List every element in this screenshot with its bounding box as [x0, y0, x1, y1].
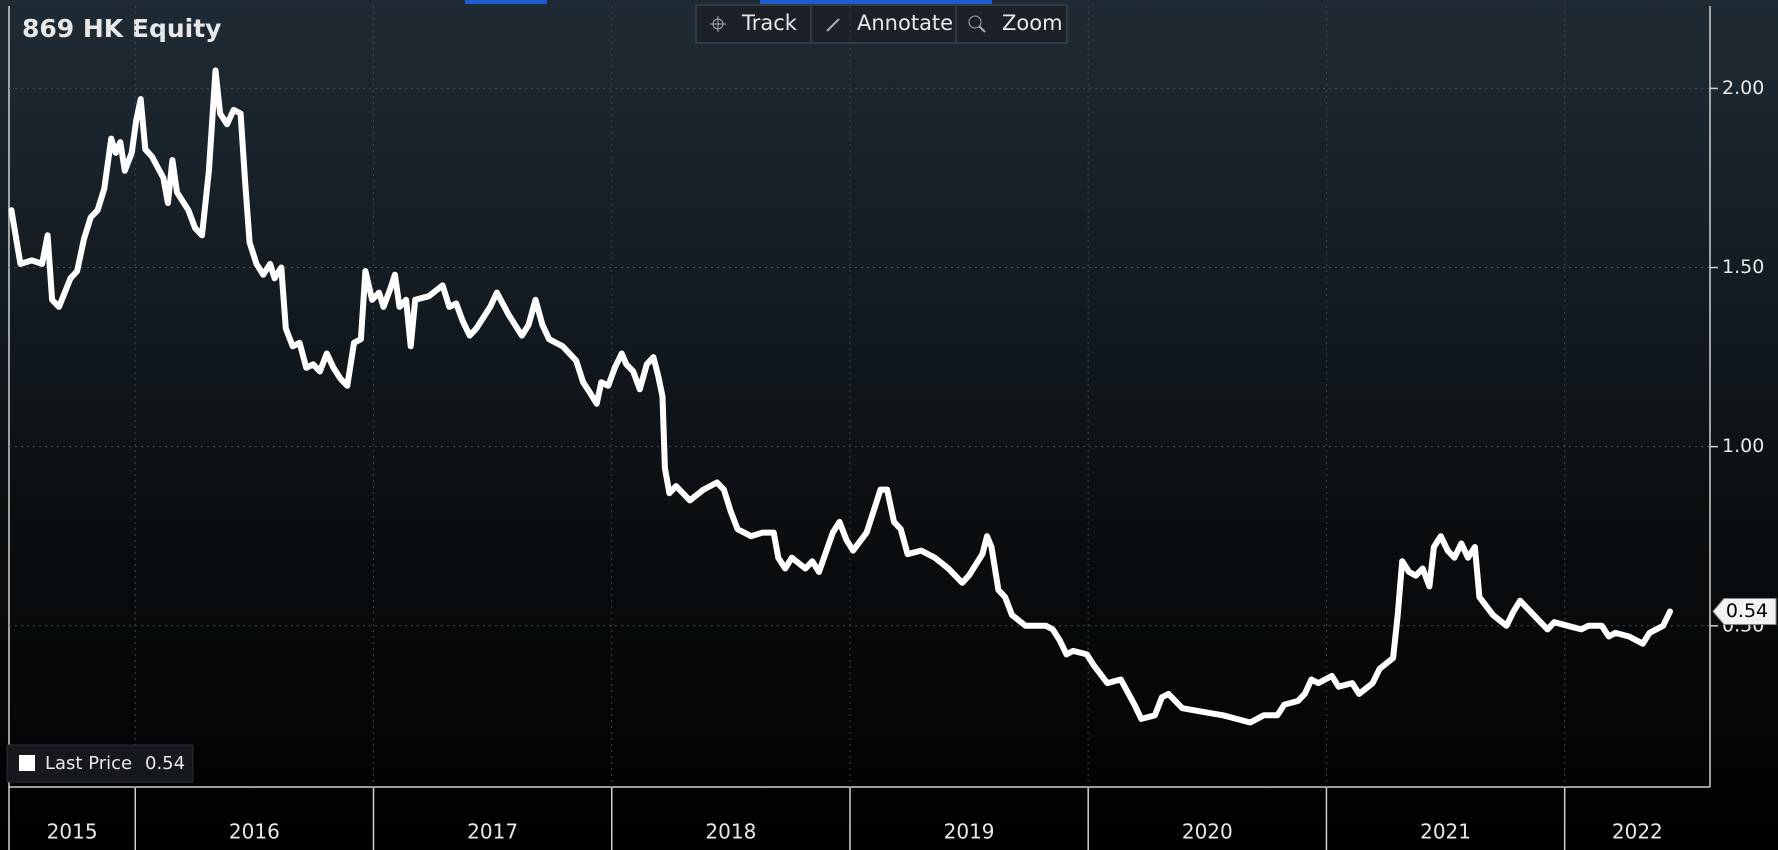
price-line: [8, 67, 1673, 726]
annotate-button[interactable]: Annotate: [826, 11, 953, 35]
x-tick-label: 2016: [229, 820, 280, 844]
x-tick-label: 2015: [47, 820, 98, 844]
annotate-icon: [826, 18, 840, 32]
x-tick-label: 2019: [944, 820, 995, 844]
toolbar-box: [695, 4, 1068, 44]
x-tick-label: 2017: [467, 820, 518, 844]
track-button[interactable]: Track: [710, 11, 798, 35]
legend-box: [6, 744, 194, 783]
legend: Last Price 0.54: [6, 744, 194, 783]
legend-value: 0.54: [145, 753, 185, 774]
toolbar: Track Annotate Zoom: [695, 4, 1068, 44]
zoom-icon: [968, 15, 982, 29]
legend-swatch: [19, 755, 35, 771]
zoom-icon: [978, 25, 986, 33]
x-tick-label: 2020: [1182, 820, 1233, 844]
toolbar-label[interactable]: Zoom: [1002, 11, 1063, 35]
last-price-label: 0.54: [1726, 600, 1768, 622]
toolbar-label[interactable]: Track: [741, 11, 798, 35]
x-tick-label: 2022: [1612, 820, 1663, 844]
x-tick-label: 2021: [1420, 820, 1471, 844]
tab-indicator: [760, 0, 992, 4]
toolbar-label[interactable]: Annotate: [857, 11, 953, 35]
y-tick-label: 1.50: [1722, 256, 1764, 278]
last-price-tag: [1712, 597, 1777, 625]
zoom-button[interactable]: Zoom: [968, 11, 1063, 35]
x-tick-label: 2018: [705, 820, 756, 844]
y-tick-label: 1.00: [1722, 435, 1764, 457]
chart-title: 869 HK Equity: [22, 14, 221, 43]
y-tick-label: 2.00: [1722, 77, 1764, 99]
legend-label: Last Price: [45, 753, 132, 774]
tab-indicator: [465, 0, 547, 4]
